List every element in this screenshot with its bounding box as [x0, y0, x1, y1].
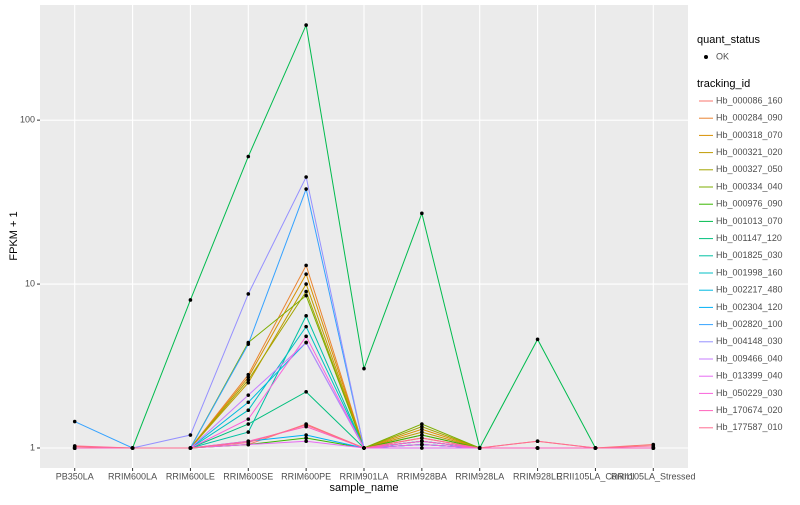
data-point	[72, 444, 77, 448]
y-tick-label: 1	[30, 442, 35, 452]
data-point	[72, 419, 77, 424]
data-point	[304, 340, 308, 345]
legend-label: Hb_000318_070	[716, 130, 783, 140]
legend-label: OK	[716, 51, 729, 61]
legend-label: Hb_177587_010	[716, 422, 783, 432]
data-point	[304, 314, 308, 318]
data-point	[130, 446, 135, 450]
legend-label: Hb_013399_040	[716, 371, 783, 381]
color-legend-title: tracking_id	[697, 78, 750, 90]
data-point	[420, 211, 424, 216]
data-point	[246, 417, 251, 421]
data-point	[535, 439, 540, 444]
data-point	[304, 423, 308, 427]
x-tick-label: RRIM600LE	[166, 471, 215, 481]
data-point	[420, 430, 424, 434]
data-point	[420, 422, 424, 426]
legend-label: Hb_001147_120	[716, 233, 782, 243]
x-tick-label: PB350LA	[56, 471, 94, 481]
data-point	[304, 390, 308, 394]
legend-label: Hb_002217_480	[716, 285, 783, 295]
data-point	[246, 372, 251, 377]
data-point	[477, 446, 482, 450]
data-point	[246, 380, 251, 385]
x-tick-label: RRIM928BA	[397, 471, 447, 481]
data-point	[420, 439, 424, 444]
data-point	[304, 263, 308, 268]
y-tick-label: 100	[20, 115, 35, 125]
data-point	[304, 23, 308, 27]
data-point	[304, 175, 308, 179]
legend-label: Hb_000976_090	[716, 199, 783, 209]
data-point	[651, 444, 656, 448]
data-point	[420, 446, 424, 450]
x-axis-title: sample_name	[329, 482, 398, 494]
data-point	[246, 430, 251, 434]
data-point	[304, 439, 308, 444]
legend-label: Hb_170674_020	[716, 405, 783, 415]
x-tick-label: RRIM928LE	[513, 471, 562, 481]
data-point	[420, 424, 424, 429]
data-point	[304, 187, 308, 191]
data-point	[304, 282, 308, 286]
data-point	[304, 324, 308, 329]
data-point	[304, 289, 308, 294]
legend-label: Hb_001825_030	[716, 250, 783, 260]
legend-label: Hb_002304_120	[716, 302, 783, 312]
data-point	[535, 446, 540, 450]
x-tick-label: RRII105LA_Control	[556, 471, 634, 481]
x-tick-label: RRIM928LA	[455, 471, 504, 481]
shape-legend-title: quant_status	[697, 34, 760, 46]
data-point	[362, 446, 366, 450]
data-point	[246, 408, 251, 413]
data-point	[246, 342, 251, 346]
data-point	[420, 433, 424, 437]
data-point	[246, 440, 251, 445]
data-point	[304, 293, 308, 298]
legend-point	[704, 55, 708, 59]
legend-label: Hb_000086_160	[716, 95, 783, 105]
x-tick-label: RRII105LA_Stressed	[611, 471, 696, 481]
data-point	[420, 436, 424, 440]
legend-label: Hb_050229_030	[716, 388, 783, 398]
legend-label: Hb_002820_100	[716, 319, 783, 329]
legend-label: Hb_000334_040	[716, 181, 783, 191]
x-tick-label: RRIM600SE	[223, 471, 273, 481]
data-point	[420, 442, 424, 447]
data-point	[304, 272, 308, 276]
legend-label: Hb_001998_160	[716, 267, 783, 277]
data-point	[246, 400, 251, 405]
x-tick-label: RRIM901LA	[339, 471, 388, 481]
data-point	[246, 393, 251, 397]
legend-label: Hb_004148_030	[716, 336, 783, 346]
data-point	[246, 292, 251, 296]
data-point	[593, 446, 598, 450]
data-point	[420, 427, 424, 432]
y-axis-title: FPKM + 1	[8, 211, 20, 260]
data-point	[246, 154, 251, 159]
data-point	[304, 334, 308, 339]
legend-label: Hb_000284_090	[716, 113, 783, 123]
x-tick-label: RRIM600LA	[108, 471, 157, 481]
data-point	[304, 436, 308, 440]
legend-label: Hb_009466_040	[716, 353, 783, 363]
legend-label: Hb_000321_020	[716, 147, 783, 157]
data-point	[535, 337, 540, 342]
legend-label: Hb_001013_070	[716, 216, 783, 226]
data-point	[304, 433, 308, 437]
legend-label: Hb_000327_050	[716, 164, 783, 174]
data-point	[362, 366, 366, 371]
data-point	[246, 375, 251, 380]
data-point	[188, 433, 193, 437]
data-point	[188, 298, 193, 302]
data-point	[246, 378, 251, 382]
data-point	[188, 446, 193, 450]
x-tick-label: RRIM600PE	[281, 471, 331, 481]
data-point	[246, 422, 251, 426]
y-tick-label: 10	[25, 278, 35, 288]
